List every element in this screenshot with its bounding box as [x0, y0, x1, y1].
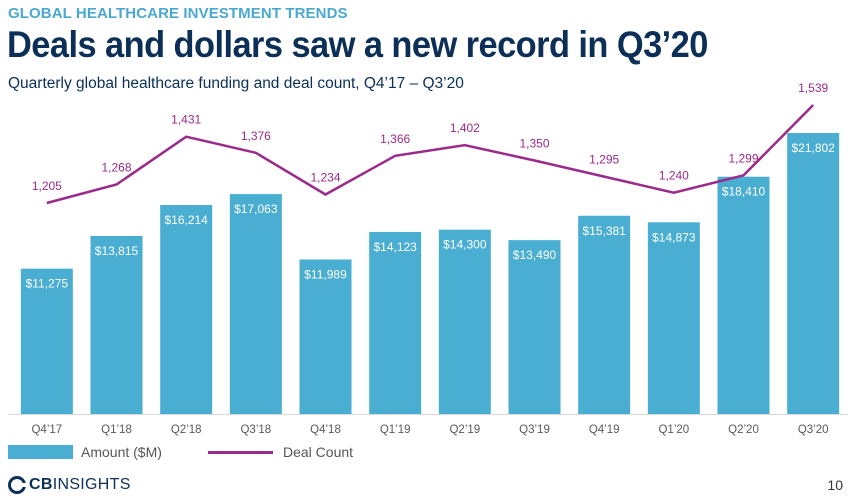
legend-item-deal-count: Deal Count: [208, 444, 353, 460]
logo-mark-icon: [8, 476, 26, 494]
bar-1: [90, 235, 143, 414]
bar-3: [229, 194, 282, 414]
x-tick-label-8: Q4’19: [589, 424, 620, 436]
line-value-labels: 1,205 1,268 1,431 1,376 1,234 1,366 1,402 1,350…: [32, 81, 829, 193]
x-tick-label-11: Q3’20: [798, 424, 829, 436]
combo-chart: $11,275 $13,815 $16,214 $17,063 $11,989 $14,1…: [8, 81, 848, 436]
bar-label-8: $15,381: [582, 224, 626, 238]
page-title: Deals and dollars saw a new record in Q3…: [7, 24, 708, 65]
bar-label-11: $21,802: [791, 141, 835, 155]
bar-label-3: $17,063: [234, 202, 278, 216]
eyebrow-heading: GLOBAL HEALTHCARE INVESTMENT TRENDS: [8, 5, 348, 22]
bar-9: [647, 222, 700, 414]
bar-5: [369, 231, 422, 414]
bar-10: [717, 176, 770, 414]
bar-7: [508, 240, 561, 414]
x-tick-label-5: Q1’19: [380, 424, 411, 436]
bar-label-5: $14,123: [373, 240, 417, 254]
line-label-3: 1,376: [241, 129, 271, 143]
deal-count-line: [46, 104, 815, 205]
logo-cb-text: CB: [29, 476, 53, 493]
bar-2: [160, 205, 213, 414]
bar-label-7: $13,490: [513, 248, 557, 262]
legend-swatch-bar: [8, 445, 73, 459]
bar-value-labels: $11,275 $13,815 $16,214 $17,063 $11,989 $14,1…: [26, 141, 836, 291]
chart-subtitle: Quarterly global healthcare funding and …: [8, 75, 464, 92]
bar-label-10: $18,410: [722, 185, 766, 199]
line-label-4: 1,234: [310, 170, 340, 184]
line-label-6: 1,402: [450, 121, 480, 135]
line-label-1: 1,268: [101, 161, 131, 175]
line-label-7: 1,350: [519, 136, 549, 150]
bar-8: [578, 215, 631, 414]
page-number: 10: [827, 477, 843, 493]
line-label-2: 1,431: [171, 113, 201, 127]
bar-label-0: $11,275: [26, 277, 69, 291]
bar-series: [20, 133, 840, 414]
x-tick-label-1: Q1’18: [101, 424, 132, 436]
x-tick-label-2: Q2’18: [171, 424, 202, 436]
legend-item-amount: Amount ($M): [8, 444, 162, 460]
bar-label-2: $16,214: [164, 213, 208, 227]
x-tick-label-9: Q1’20: [658, 424, 689, 436]
bar-11: [787, 133, 840, 414]
bar-label-6: $14,300: [443, 238, 487, 252]
line-label-11: 1,539: [798, 81, 828, 95]
line-label-0: 1,205: [32, 179, 62, 193]
x-axis-ticks: Q4’17 Q1’18 Q2’18 Q3’18 Q4’18 Q1’19 Q2’19 Q3’19…: [31, 424, 828, 436]
x-tick-label-0: Q4’17: [31, 424, 62, 436]
legend-swatch-line: [208, 450, 273, 454]
x-tick-label-10: Q2’20: [728, 424, 759, 436]
line-label-9: 1,240: [659, 169, 689, 183]
bar-6: [438, 229, 491, 414]
bar-label-1: $13,815: [95, 244, 139, 258]
x-tick-label-4: Q4’18: [310, 424, 341, 436]
bar-0: [20, 268, 73, 414]
bar-label-9: $14,873: [652, 230, 696, 244]
x-tick-label-7: Q3’19: [519, 424, 550, 436]
line-label-10: 1,299: [728, 151, 758, 165]
bar-4: [299, 259, 352, 414]
line-label-5: 1,366: [380, 132, 410, 146]
x-tick-label-3: Q3’18: [240, 424, 271, 436]
line-label-8: 1,295: [589, 153, 619, 167]
x-tick-label-6: Q2’19: [449, 424, 480, 436]
legend-label-deal-count: Deal Count: [283, 444, 354, 460]
bar-label-4: $11,989: [304, 267, 347, 281]
cb-insights-logo: CB INSIGHTS: [8, 476, 131, 494]
legend-label-amount: Amount ($M): [81, 444, 162, 460]
logo-insights-text: INSIGHTS: [52, 476, 131, 493]
